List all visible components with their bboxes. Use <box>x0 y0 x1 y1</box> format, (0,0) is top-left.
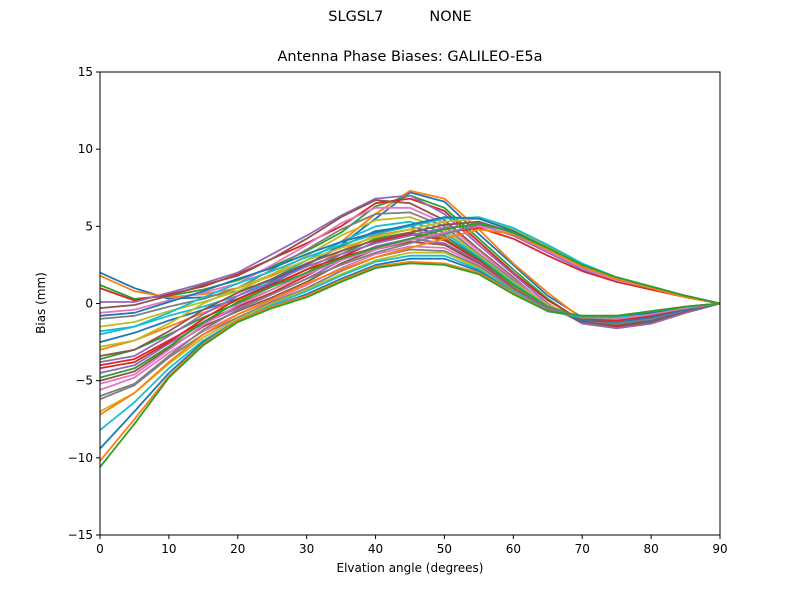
series-line <box>99 245 721 391</box>
series-line <box>99 254 721 431</box>
x-tick-label: 40 <box>368 542 383 556</box>
plot-frame <box>99 71 721 536</box>
x-tick-label: 80 <box>643 542 658 556</box>
y-axis-ticks: −15 −10 −5 0 5 10 15 <box>68 65 100 542</box>
series-lines <box>99 189 721 468</box>
y-tick-label: 0 <box>85 297 93 311</box>
series-line <box>99 228 721 416</box>
y-tick-label: 15 <box>78 65 93 79</box>
x-tick-label: 60 <box>506 542 521 556</box>
chart-title: Antenna Phase Biases: GALILEO-E5a <box>277 49 543 65</box>
y-tick-label: −5 <box>75 374 93 388</box>
x-axis-label: Elvation angle (degrees) <box>336 561 484 575</box>
x-tick-label: 0 <box>96 542 104 556</box>
series-line <box>99 225 721 385</box>
x-tick-label: 10 <box>161 542 176 556</box>
y-tick-label: −15 <box>68 528 93 542</box>
y-tick-label: 10 <box>78 142 93 156</box>
x-tick-label: 90 <box>712 542 727 556</box>
series-line <box>99 262 721 468</box>
series-line <box>99 211 721 325</box>
series-line <box>99 199 721 327</box>
x-tick-label: 70 <box>575 542 590 556</box>
series-line <box>100 194 721 330</box>
x-tick-label: 20 <box>230 542 245 556</box>
y-tick-label: −10 <box>68 451 93 465</box>
series-line <box>99 222 721 379</box>
figure-suptitle: SLGSL7 NONE <box>328 9 472 25</box>
y-tick-label: 5 <box>85 219 93 233</box>
x-tick-label: 30 <box>299 542 314 556</box>
x-axis-ticks: 0 10 20 30 40 50 60 70 80 90 <box>96 535 728 556</box>
series-line <box>99 197 721 328</box>
x-tick-label: 50 <box>437 542 452 556</box>
